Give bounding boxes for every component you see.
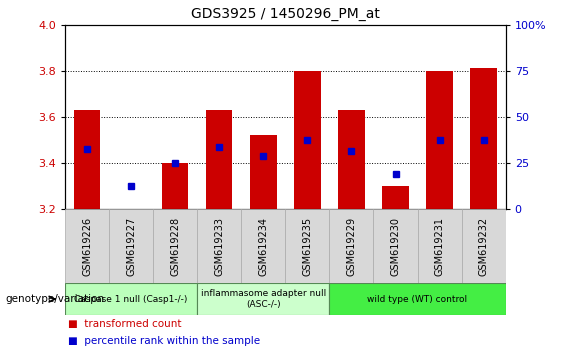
Bar bbox=[65, 209, 109, 283]
Text: genotype/variation: genotype/variation bbox=[6, 294, 105, 304]
Text: wild type (WT) control: wild type (WT) control bbox=[367, 295, 468, 304]
Bar bbox=[294, 71, 320, 209]
Bar bbox=[74, 110, 100, 209]
Text: GSM619232: GSM619232 bbox=[479, 216, 489, 276]
Bar bbox=[109, 209, 153, 283]
Text: ■  transformed count: ■ transformed count bbox=[68, 319, 181, 329]
Bar bbox=[197, 283, 329, 315]
Bar bbox=[153, 209, 197, 283]
Text: GSM619228: GSM619228 bbox=[170, 216, 180, 276]
Bar bbox=[471, 68, 497, 209]
Bar bbox=[373, 209, 418, 283]
Text: Caspase 1 null (Casp1-/-): Caspase 1 null (Casp1-/-) bbox=[75, 295, 188, 304]
Text: GSM619234: GSM619234 bbox=[258, 217, 268, 275]
Bar bbox=[197, 209, 241, 283]
Bar bbox=[338, 110, 364, 209]
Bar bbox=[383, 186, 408, 209]
Text: GSM619235: GSM619235 bbox=[302, 216, 312, 276]
Text: GSM619226: GSM619226 bbox=[82, 216, 92, 276]
Bar bbox=[241, 209, 285, 283]
Title: GDS3925 / 1450296_PM_at: GDS3925 / 1450296_PM_at bbox=[191, 7, 380, 21]
Bar bbox=[329, 283, 506, 315]
Bar bbox=[427, 71, 453, 209]
Bar bbox=[418, 209, 462, 283]
Bar bbox=[65, 283, 197, 315]
Text: GSM619231: GSM619231 bbox=[434, 217, 445, 275]
Text: GSM619227: GSM619227 bbox=[126, 216, 136, 276]
Bar bbox=[329, 209, 373, 283]
Text: GSM619233: GSM619233 bbox=[214, 217, 224, 275]
Bar bbox=[462, 209, 506, 283]
Bar bbox=[206, 110, 232, 209]
Bar bbox=[162, 163, 188, 209]
Bar bbox=[250, 135, 276, 209]
Bar bbox=[285, 209, 329, 283]
Text: GSM619229: GSM619229 bbox=[346, 216, 357, 276]
Text: inflammasome adapter null
(ASC-/-): inflammasome adapter null (ASC-/-) bbox=[201, 290, 326, 309]
Text: GSM619230: GSM619230 bbox=[390, 217, 401, 275]
Text: ■  percentile rank within the sample: ■ percentile rank within the sample bbox=[68, 336, 260, 346]
